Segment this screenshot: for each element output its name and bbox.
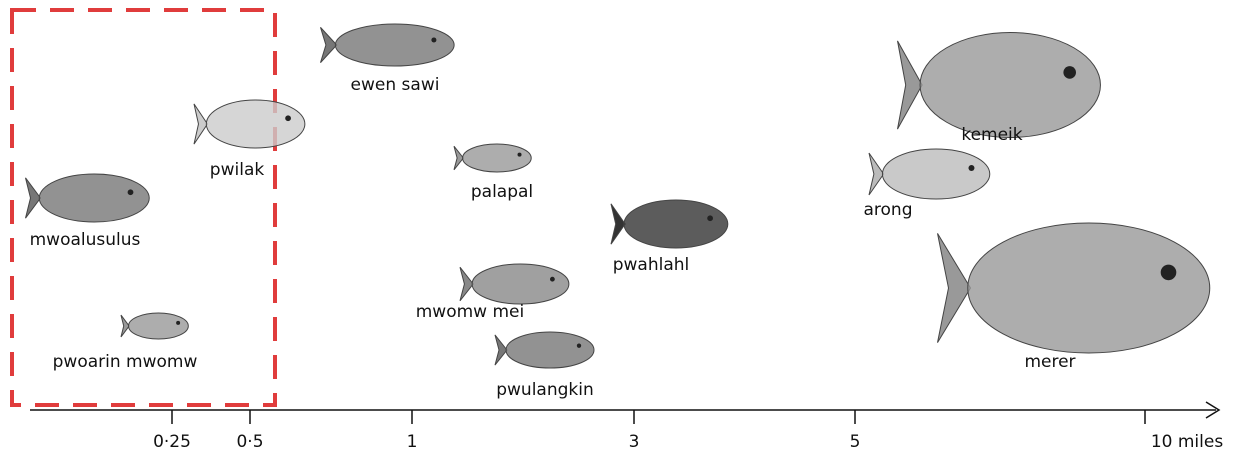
- fish-tail: [495, 335, 507, 365]
- fish-label: palapal: [471, 182, 533, 202]
- diagram: mwoalusulus pwoarin mwomw pwilak ewen sawi p…: [0, 0, 1238, 457]
- fish-eye: [1161, 265, 1177, 281]
- fish-tail: [869, 153, 884, 195]
- fish-label: merer: [1024, 352, 1075, 372]
- fish-tail: [194, 104, 207, 144]
- fish-body: [472, 264, 569, 304]
- fish: pwoarin mwomw: [53, 313, 198, 372]
- fish-tail: [321, 27, 337, 62]
- tick-label: 5: [850, 432, 861, 452]
- fish-eye: [1063, 66, 1076, 79]
- fish-label: pwilak: [210, 160, 265, 180]
- fish-body: [506, 332, 594, 368]
- fish: pwilak: [194, 100, 305, 180]
- fish: pwahlahl: [611, 200, 728, 275]
- fish-label: arong: [864, 200, 913, 220]
- fish-body: [39, 174, 149, 222]
- fish-body: [920, 33, 1100, 138]
- tick-label: 0·25: [153, 432, 191, 452]
- fish-label: kemeik: [961, 125, 1022, 145]
- fish-tail: [460, 267, 473, 301]
- fish-eye: [431, 37, 436, 42]
- fish-label: pwoarin mwomw: [53, 352, 198, 372]
- fish: kemeik: [898, 33, 1101, 146]
- fish: ewen sawi: [321, 24, 455, 95]
- fish-label: ewen sawi: [351, 75, 440, 95]
- fish-eye: [968, 165, 974, 171]
- fish-tail: [938, 233, 971, 342]
- tick-label: 0·5: [236, 432, 263, 452]
- tick-label: 1: [407, 432, 418, 452]
- fish-eye: [128, 189, 134, 195]
- fish-tail: [611, 204, 625, 244]
- tick-label: 3: [629, 432, 640, 452]
- fish-label: mwomw mei: [416, 302, 524, 322]
- fish-body: [882, 149, 989, 199]
- fish-eye: [577, 344, 581, 348]
- fish-label: pwahlahl: [613, 255, 690, 275]
- fish: mwoalusulus: [26, 174, 150, 250]
- fish-body: [463, 144, 532, 172]
- fish: palapal: [454, 144, 533, 202]
- tick-label: 10 miles: [1151, 432, 1224, 452]
- fish-tail: [898, 41, 923, 129]
- fish-body: [968, 223, 1210, 353]
- fish-eye: [707, 215, 713, 221]
- fish: mwomw mei: [416, 264, 569, 322]
- fish-body: [624, 200, 728, 248]
- fish: pwulangkin: [495, 332, 594, 400]
- fish-group: mwoalusulus pwoarin mwomw pwilak ewen sawi p…: [26, 24, 1210, 400]
- fish-eye: [550, 277, 555, 282]
- fish-label: pwulangkin: [496, 380, 594, 400]
- fish: merer: [938, 223, 1210, 372]
- fish-tail: [454, 146, 463, 170]
- fish-label: mwoalusulus: [30, 230, 141, 250]
- axis-ticks: 0·25 0·5 1 3 5 10 miles: [153, 410, 1223, 452]
- fish-eye: [176, 321, 180, 325]
- fish-eye: [518, 153, 522, 157]
- fish-body: [206, 100, 305, 148]
- fish-tail: [26, 178, 41, 218]
- fish-tail: [121, 315, 129, 337]
- fish-body: [335, 24, 454, 66]
- fish: arong: [864, 149, 990, 220]
- fish-eye: [285, 115, 291, 121]
- fish-body: [128, 313, 188, 339]
